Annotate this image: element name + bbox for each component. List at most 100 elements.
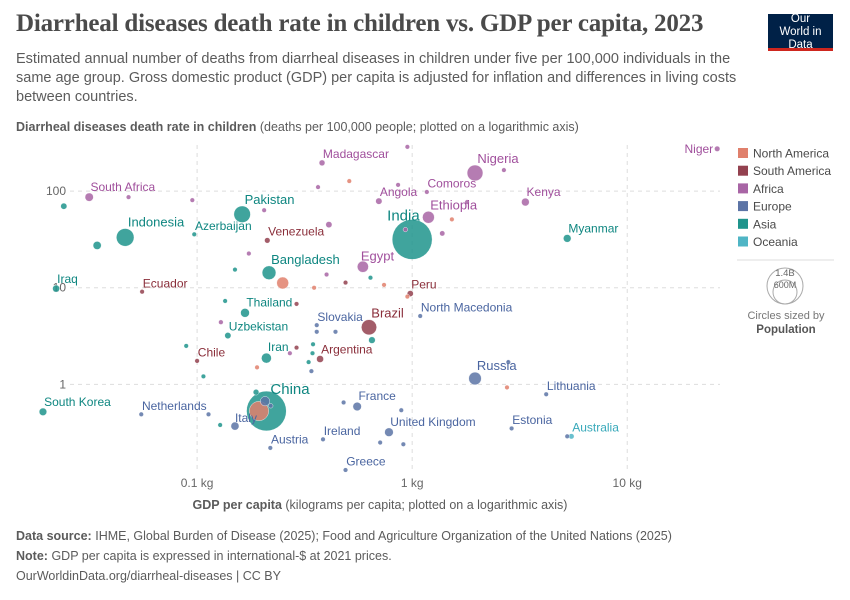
point-india bbox=[391, 219, 433, 260]
point-label: Greece bbox=[346, 455, 386, 469]
point-iraq bbox=[52, 284, 60, 293]
point-unlabeled bbox=[311, 285, 317, 291]
point-label: South Korea bbox=[44, 395, 111, 409]
point-label: Pakistan bbox=[245, 192, 295, 207]
point-label: Bangladesh bbox=[271, 252, 340, 267]
point-unlabeled bbox=[206, 411, 212, 417]
data-source-text[interactable]: IHME, Global Burden of Disease (2025); F… bbox=[95, 529, 672, 543]
point-brazil bbox=[361, 319, 377, 336]
point-thailand bbox=[240, 308, 250, 318]
point-label: Azerbaijan bbox=[195, 219, 252, 233]
point-label: France bbox=[358, 389, 396, 403]
point-label: Brazil bbox=[371, 306, 404, 321]
point-label: Australia bbox=[572, 421, 619, 435]
size-legend-variable[interactable]: Population bbox=[756, 324, 815, 336]
point-unlabeled bbox=[315, 184, 321, 190]
point-label: Austria bbox=[271, 433, 309, 447]
point-south-africa bbox=[84, 192, 94, 202]
point-indonesia bbox=[116, 228, 135, 247]
legend-label: Oceania bbox=[753, 235, 798, 249]
point-label: Iraq bbox=[57, 272, 78, 286]
point-label: United Kingdom bbox=[390, 415, 475, 429]
point-label: Lithuania bbox=[547, 379, 596, 393]
point-label: Netherlands bbox=[142, 399, 207, 413]
point-united-kingdom bbox=[384, 427, 394, 437]
point-label: Iran bbox=[268, 340, 289, 354]
point-label: Madagascar bbox=[323, 147, 389, 161]
note-label: Note: bbox=[16, 549, 48, 563]
point-unlabeled bbox=[402, 227, 408, 233]
point-unlabeled bbox=[261, 207, 267, 213]
point-south-korea bbox=[38, 407, 47, 416]
point-unlabeled bbox=[504, 384, 510, 390]
size-legend-big-label: 1.4B bbox=[775, 268, 795, 279]
point-label: Uzbekistan bbox=[229, 319, 288, 333]
point-label: Ecuador bbox=[143, 276, 188, 290]
point-chile bbox=[194, 358, 200, 364]
point-label: Comoros bbox=[428, 177, 477, 191]
point-unlabeled bbox=[260, 396, 270, 407]
point-egypt bbox=[357, 260, 369, 273]
point-unlabeled bbox=[400, 441, 406, 447]
point-netherlands bbox=[138, 411, 144, 417]
point-unlabeled bbox=[306, 359, 312, 365]
point-label: Ethiopia bbox=[430, 197, 478, 212]
legend-item-europe[interactable]: Europe bbox=[738, 200, 792, 214]
point-label: Kenya bbox=[527, 185, 561, 199]
x-tick-label: 1 kg bbox=[401, 476, 424, 490]
point-label: China bbox=[270, 381, 310, 398]
point-france bbox=[352, 402, 362, 412]
point-label: Chile bbox=[198, 346, 226, 360]
point-estonia bbox=[509, 425, 515, 431]
point-label: Venezuela bbox=[268, 225, 324, 239]
legend-item-asia[interactable]: Asia bbox=[738, 217, 777, 231]
point-unlabeled bbox=[325, 221, 333, 228]
point-label: Russia bbox=[477, 358, 518, 373]
size-legend: 1.4B 600M Circles sized by Population bbox=[737, 259, 834, 336]
legend-swatch bbox=[738, 183, 748, 194]
note: Note: GDP per capita is expressed in int… bbox=[16, 549, 392, 563]
legend-item-oceania[interactable]: Oceania bbox=[738, 235, 798, 249]
grid bbox=[70, 145, 720, 470]
point-unlabeled bbox=[126, 194, 132, 200]
point-azerbaijan bbox=[191, 231, 197, 237]
point-unlabeled bbox=[310, 341, 316, 347]
point-label: Egypt bbox=[361, 249, 395, 264]
point-italy bbox=[230, 421, 240, 431]
logo-text: Our World in Data bbox=[779, 12, 822, 51]
size-legend-caption: Circles sized by bbox=[747, 310, 825, 322]
point-unlabeled bbox=[395, 182, 401, 188]
point-unlabeled bbox=[268, 403, 274, 409]
y-tick-label: 100 bbox=[46, 184, 66, 198]
point-label: Myanmar bbox=[568, 222, 618, 236]
points bbox=[38, 144, 721, 473]
point-lithuania bbox=[543, 391, 549, 397]
point-unlabeled bbox=[398, 407, 404, 413]
point-labels: Niger Madagascar Nigeria South Africa Comoro… bbox=[44, 142, 713, 469]
legend-item-africa[interactable]: Africa bbox=[738, 182, 784, 196]
legend-label: Asia bbox=[753, 217, 777, 231]
point-label: Argentina bbox=[321, 342, 373, 356]
point-nigeria bbox=[466, 164, 484, 182]
point-unlabeled bbox=[381, 282, 387, 288]
note-text: GDP per capita is expressed in internati… bbox=[51, 549, 392, 563]
point-label: Ireland bbox=[324, 424, 361, 438]
legend-item-north-america[interactable]: North America bbox=[738, 147, 829, 161]
point-slovakia bbox=[314, 322, 320, 328]
owid-logo[interactable]: Our World in Data bbox=[768, 12, 833, 51]
point-unlabeled bbox=[501, 167, 507, 173]
point-unlabeled bbox=[346, 178, 352, 184]
point-unlabeled bbox=[200, 373, 206, 379]
point-unlabeled bbox=[449, 216, 455, 222]
point-label: India bbox=[387, 207, 420, 224]
chart-title: Diarrheal diseases death rate in childre… bbox=[16, 10, 704, 37]
point-argentina bbox=[316, 355, 324, 363]
legend-label: South America bbox=[753, 164, 831, 178]
point-russia bbox=[468, 371, 482, 386]
source-url[interactable]: OurWorldinData.org/diarrheal-diseases | … bbox=[16, 569, 281, 583]
legend: North America South America Africa Europe As… bbox=[738, 147, 831, 249]
point-uzbekistan bbox=[224, 332, 232, 339]
legend-swatch bbox=[738, 236, 748, 247]
legend-swatch bbox=[738, 148, 748, 158]
legend-item-south-america[interactable]: South America bbox=[738, 164, 831, 178]
